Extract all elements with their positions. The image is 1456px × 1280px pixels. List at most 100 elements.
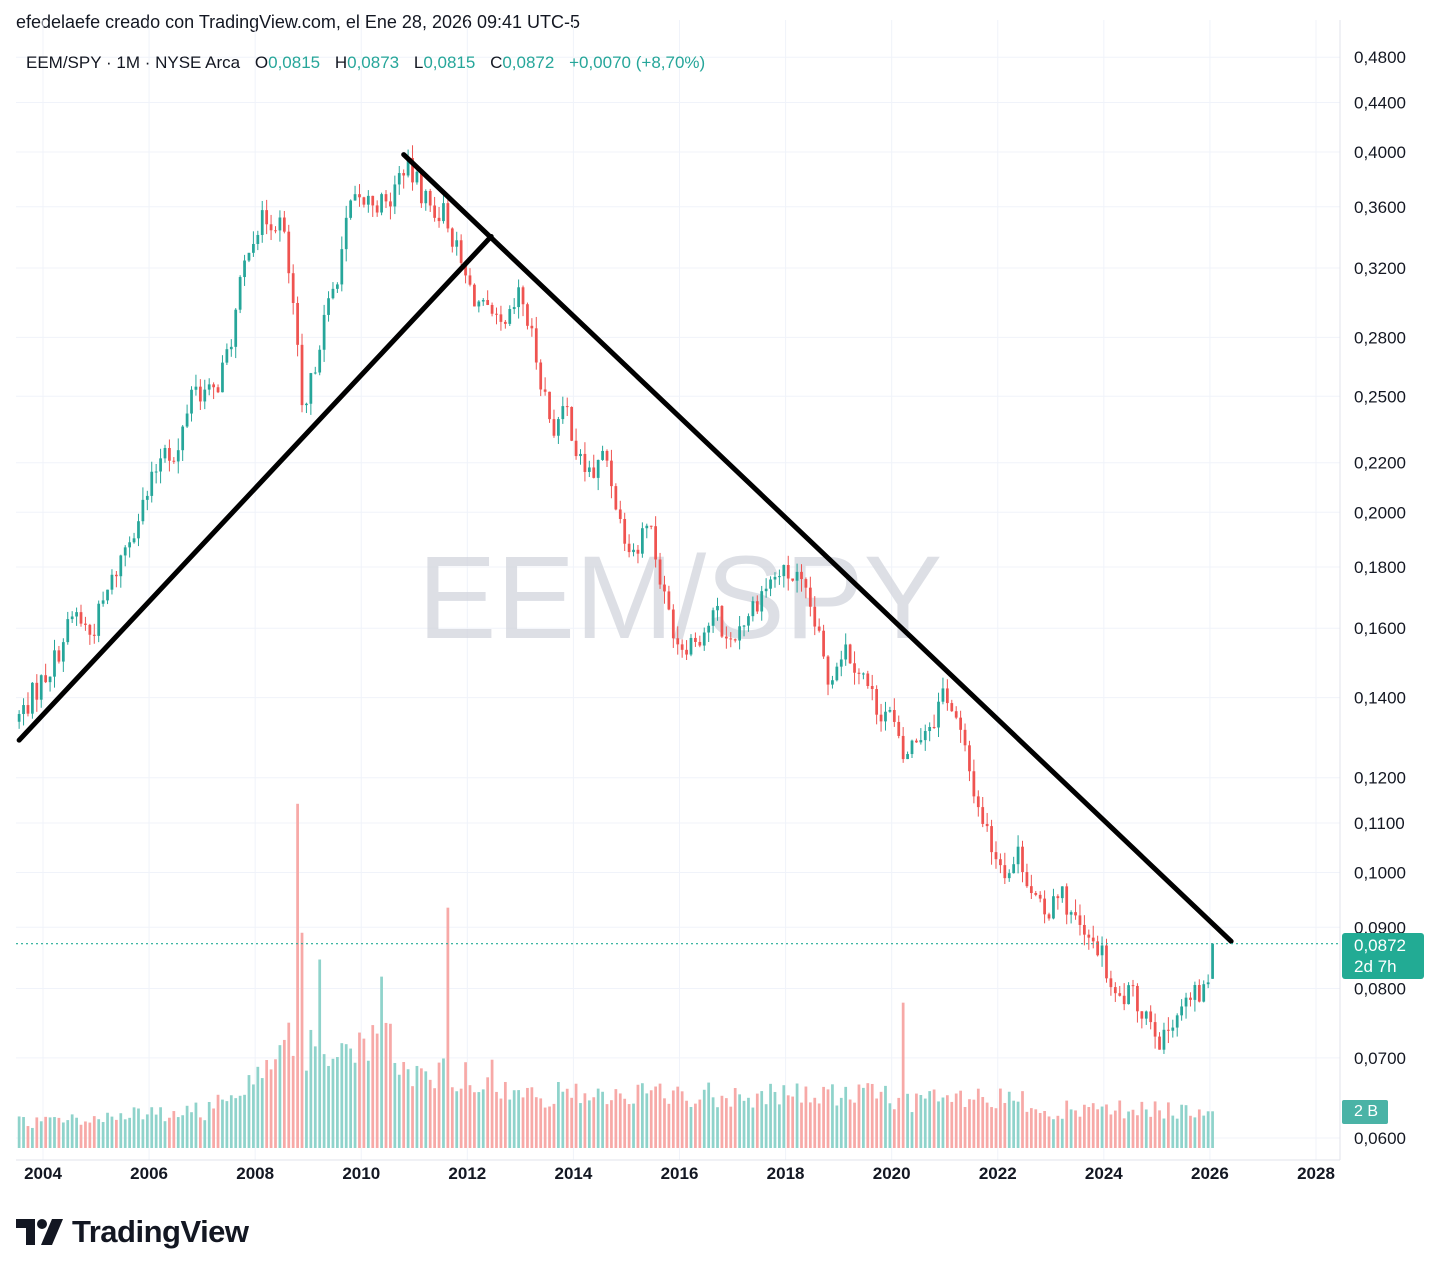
candle-body <box>627 543 631 553</box>
price-axis[interactable]: 0,4800 0,4400 0,4000 0,3600 0,3200 0,2800 0,25… <box>1339 20 1406 1160</box>
candle-body <box>402 173 406 176</box>
volume-bar <box>822 1086 825 1148</box>
volume-bar <box>888 1103 892 1148</box>
volume-bar <box>733 1088 737 1148</box>
volume-bar <box>632 1103 635 1148</box>
volume-bar <box>291 1055 295 1148</box>
volume-bar <box>928 1091 932 1148</box>
volume-bar <box>1149 1116 1153 1148</box>
volume-bar <box>1083 1104 1086 1148</box>
symbol-watermark: EEM/SPY <box>418 532 943 664</box>
volume-bar <box>923 1098 927 1148</box>
volume-bar <box>1043 1110 1046 1148</box>
volume-bar <box>495 1091 498 1148</box>
volume-bar <box>994 1108 998 1148</box>
volume-bar <box>154 1114 158 1148</box>
volume-bar <box>221 1099 224 1148</box>
volume-bar <box>265 1059 269 1148</box>
brand-name: TradingView <box>72 1214 249 1249</box>
candle-body <box>610 460 613 487</box>
trendline-resistance[interactable] <box>401 152 1234 944</box>
volume-bar <box>1109 1114 1113 1148</box>
volume-bar <box>826 1089 830 1148</box>
volume-bar <box>937 1101 940 1148</box>
candle-body <box>915 740 918 743</box>
candle-body <box>216 387 220 393</box>
candle-body <box>826 656 830 685</box>
x-tick-label: 2016 <box>661 1164 699 1183</box>
volume-bar <box>318 959 322 1148</box>
last-price-badge[interactable]: 0,0872 2d 7h <box>1342 933 1424 979</box>
volume-bar <box>945 1095 949 1148</box>
candle-body <box>503 321 507 324</box>
volume-bar <box>66 1120 70 1148</box>
volume-bar <box>844 1086 848 1148</box>
candle-body <box>353 194 357 201</box>
candle-body <box>999 859 1002 866</box>
volume-bar <box>831 1084 834 1148</box>
candle-body <box>1131 985 1135 987</box>
volume-bar <box>906 1093 909 1148</box>
x-tick-label: 2020 <box>873 1164 911 1183</box>
volume-bar <box>839 1097 843 1148</box>
volume-badge[interactable]: 2 B <box>1342 1100 1388 1124</box>
candle-body <box>291 273 295 303</box>
volume-bar <box>1029 1108 1033 1148</box>
volume-bar <box>150 1107 154 1148</box>
candle-body <box>31 682 34 714</box>
candle-body <box>658 559 662 585</box>
volume-bar <box>31 1127 34 1148</box>
candle-body <box>1052 896 1055 919</box>
trendlines <box>16 152 1234 944</box>
candle-body <box>1113 987 1117 994</box>
volume-bar <box>711 1097 715 1148</box>
volume-bar <box>110 1116 114 1148</box>
volume-bar <box>1012 1100 1016 1148</box>
candle-body <box>928 726 932 732</box>
candle-body <box>300 344 304 406</box>
volume-bar <box>389 1023 392 1148</box>
candle-body <box>22 705 25 715</box>
candle-body <box>274 230 277 232</box>
candle-body <box>685 649 688 655</box>
candle-body <box>163 447 167 459</box>
volume-bar <box>132 1107 136 1148</box>
candle-body <box>97 603 101 636</box>
candle-body <box>994 852 998 860</box>
volume-bar <box>44 1116 48 1148</box>
volume-bar <box>663 1098 666 1148</box>
candle-body <box>282 217 286 232</box>
candle-body <box>888 710 892 712</box>
candle-body <box>481 300 485 302</box>
candle-body <box>910 740 914 755</box>
volume-bar <box>1158 1110 1161 1148</box>
volume-bar <box>313 1046 317 1148</box>
candle-body <box>857 672 861 674</box>
candle-body <box>702 632 706 646</box>
brand[interactable]: TradingView <box>16 1214 249 1250</box>
legend-low-value: 0,0815 <box>423 53 476 72</box>
candle-body <box>106 589 109 601</box>
candle-body <box>66 619 70 643</box>
candle-body <box>296 302 299 345</box>
volume-bar <box>1162 1118 1166 1148</box>
candle-body <box>906 754 909 760</box>
volume-bar <box>755 1093 759 1148</box>
volume-bar <box>897 1097 901 1148</box>
volume-bar <box>141 1119 145 1148</box>
legend-close-value: 0,0872 <box>502 53 555 72</box>
volume-bar <box>172 1111 176 1148</box>
volume-bar <box>676 1086 680 1148</box>
candle-body <box>822 630 825 657</box>
candle-body <box>778 576 781 578</box>
candle-body <box>923 731 927 741</box>
candle-body <box>574 440 578 457</box>
candle-body <box>123 547 127 556</box>
candle-body <box>738 626 741 641</box>
y-tick-label: 0,1000 <box>1354 864 1406 883</box>
candle-body <box>411 158 414 183</box>
trendline-support[interactable] <box>16 233 494 743</box>
volume-bar <box>225 1101 229 1148</box>
time-axis[interactable]: 2004 2006 2008 2010 2012 2014 2016 2018 2020 2022… <box>16 1159 1340 1183</box>
